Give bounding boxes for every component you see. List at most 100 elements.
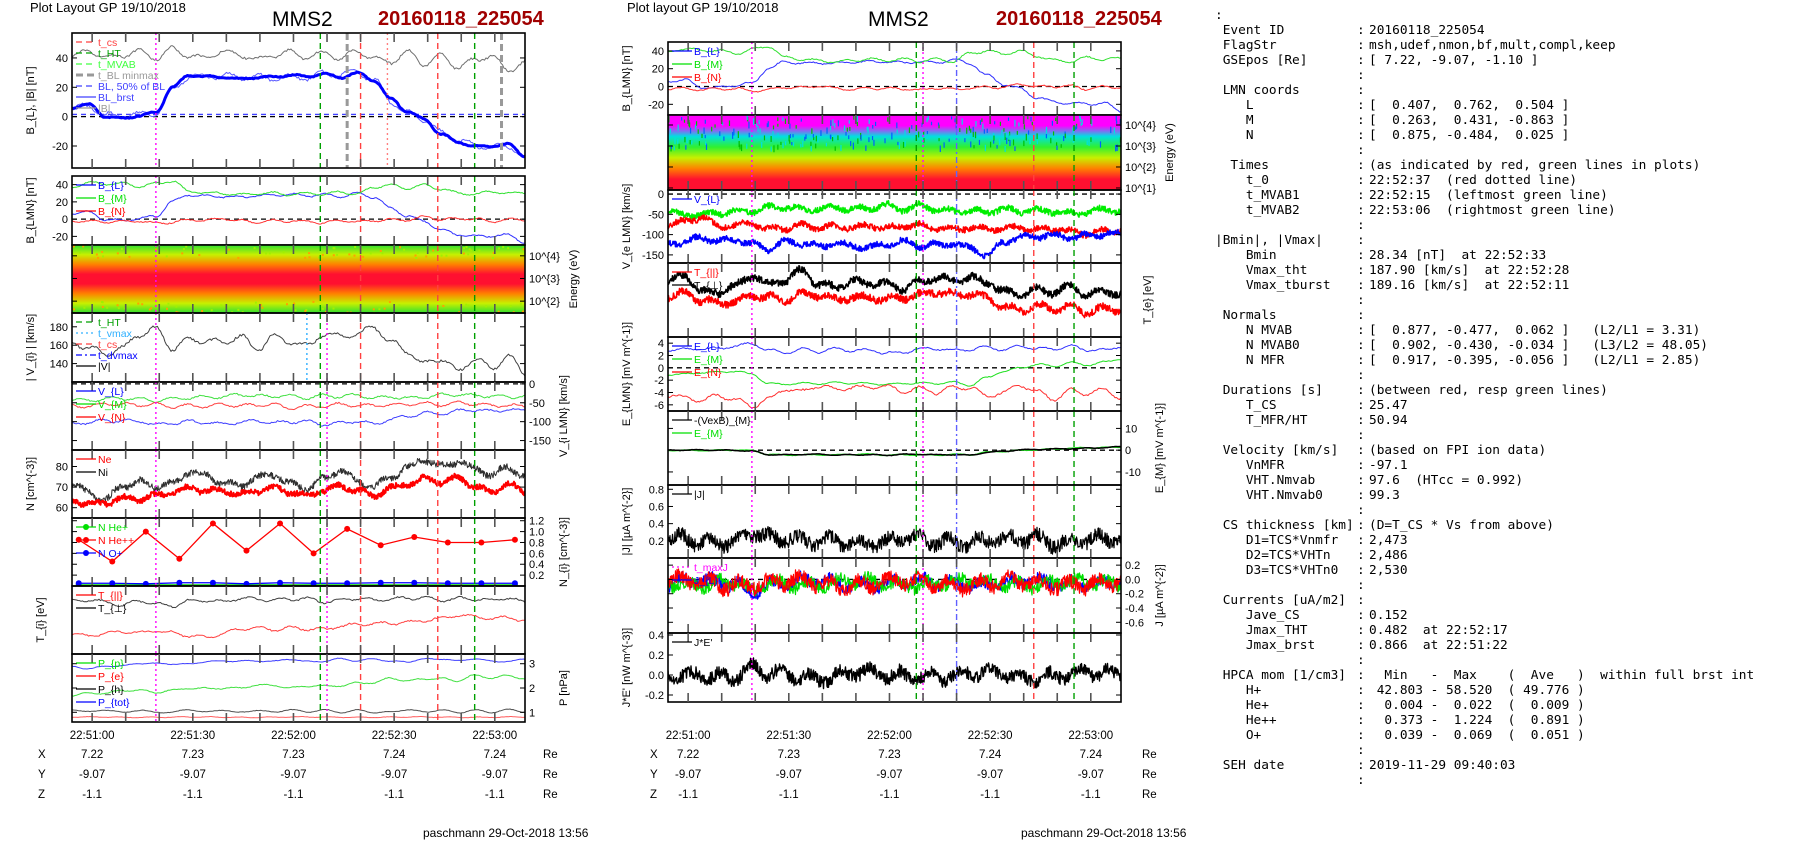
spectrogram-speckle bbox=[1081, 119, 1083, 125]
spectrogram-speckle bbox=[721, 122, 724, 126]
summary-label: O+ bbox=[1215, 728, 1262, 743]
summary-separator: : bbox=[1357, 293, 1365, 308]
summary-label: t_0 bbox=[1215, 173, 1269, 188]
summary-value: 0.039 - 0.069 ( 0.051 ) bbox=[1369, 728, 1585, 743]
series--(VexB)_M bbox=[668, 445, 1121, 457]
spectrogram-speckle bbox=[810, 141, 812, 147]
spectrogram-speckle bbox=[1036, 133, 1038, 139]
y-axis-label: V_{i LMN} [km/s] bbox=[558, 375, 570, 457]
spectrogram-speckle bbox=[921, 122, 923, 127]
summary-label: T_CS bbox=[1215, 398, 1277, 413]
spectrogram-speckle bbox=[975, 121, 977, 127]
summary-separator: : bbox=[1357, 623, 1365, 638]
legend-label: T_{⊥} bbox=[98, 603, 127, 615]
spectrogram-speckle bbox=[1064, 133, 1066, 139]
spectrogram-speckle bbox=[738, 141, 740, 148]
spectrogram-speckle bbox=[465, 303, 468, 306]
spectrogram-speckle bbox=[954, 118, 956, 123]
legend-entry: B_{N} bbox=[76, 206, 126, 218]
spectrogram-speckle bbox=[829, 125, 832, 131]
spectrogram-speckle bbox=[966, 127, 968, 134]
x-tick-label: 22:51:30 bbox=[766, 730, 811, 742]
y-tick-label: -2 bbox=[654, 375, 664, 387]
spectrogram-speckle bbox=[748, 121, 750, 129]
summary-separator: : bbox=[1357, 743, 1365, 758]
spectrogram-speckle bbox=[829, 134, 832, 139]
y-tick-label: 0.4 bbox=[529, 559, 544, 571]
y-tick-label: 40 bbox=[56, 180, 68, 192]
left-plot-header: Plot Layout GP 19/10/2018 bbox=[30, 0, 186, 15]
summary-separator: : bbox=[1357, 533, 1365, 548]
y-axis-label: T_{e} [eV] bbox=[1142, 276, 1154, 325]
summary-separator: : bbox=[1357, 413, 1365, 428]
spectrogram-speckle bbox=[462, 252, 465, 255]
y-tick-label: -20 bbox=[52, 141, 68, 153]
spectrogram-speckle bbox=[378, 308, 381, 311]
position-value: 7.24 bbox=[484, 749, 507, 761]
summary-separator: : bbox=[1357, 728, 1365, 743]
panel-frame bbox=[71, 517, 526, 587]
spectrogram-speckle bbox=[677, 138, 679, 144]
spectrogram-speckle bbox=[522, 248, 525, 251]
spectrogram-speckle bbox=[748, 132, 750, 138]
spectrogram-speckle bbox=[1115, 115, 1117, 121]
legend-label: t_maxJ bbox=[694, 562, 728, 574]
y-tick-label: 10^{2} bbox=[1125, 162, 1156, 174]
spectrogram-speckle bbox=[719, 131, 721, 137]
spectrogram-speckle bbox=[415, 256, 418, 259]
spectrogram-speckle bbox=[268, 252, 271, 255]
summary-separator: : bbox=[1357, 188, 1365, 203]
spectrogram-speckle bbox=[805, 134, 807, 139]
spectrogram-speckle bbox=[150, 307, 153, 310]
legend-label: N He++ bbox=[98, 535, 134, 547]
spectrogram-speckle bbox=[872, 124, 874, 129]
spectrogram-speckle bbox=[353, 254, 356, 257]
series-V_N bbox=[72, 400, 525, 411]
spectrogram-speckle bbox=[701, 133, 703, 139]
spectrogram-speckle bbox=[848, 120, 850, 124]
spectrogram-speckle bbox=[773, 145, 775, 153]
spectrogram-speckle bbox=[697, 129, 699, 134]
y-tick-label: 0.2 bbox=[1125, 560, 1140, 572]
data-point bbox=[444, 580, 451, 586]
summary-separator: : bbox=[1357, 548, 1365, 563]
spectrogram-speckle bbox=[1005, 132, 1007, 138]
summary-label: Vmax_tht bbox=[1215, 263, 1308, 278]
spectrogram-speckle bbox=[694, 124, 697, 130]
spectrogram-speckle bbox=[884, 138, 886, 144]
spectrogram-speckle bbox=[83, 306, 86, 309]
panel-frame bbox=[71, 585, 526, 655]
y-tick-label: 20 bbox=[56, 82, 68, 94]
legend-label: B_{L} bbox=[694, 46, 720, 58]
spectrogram-speckle bbox=[834, 123, 836, 128]
spectrogram-speckle bbox=[898, 142, 900, 150]
summary-value: 2019-11-29 09:40:03 bbox=[1369, 758, 1516, 773]
spectrogram-speckle bbox=[116, 252, 119, 255]
position-value: -9.07 bbox=[876, 769, 902, 781]
summary-label: D3=TCS*VHTn0 bbox=[1215, 563, 1339, 578]
y-tick-label: -50 bbox=[648, 209, 664, 221]
legend-swatch-dot bbox=[83, 550, 89, 556]
y-tick-label: 0.2 bbox=[649, 536, 664, 548]
position-value: 7.23 bbox=[878, 749, 900, 761]
spectrogram-speckle bbox=[416, 251, 419, 254]
panel-pressure: 1 2 3 P [nPa] P_{p}P_{e}P_{h}P_{tot} bbox=[71, 653, 570, 723]
summary-separator: : bbox=[1357, 68, 1365, 83]
summary-label: Vmax_tburst bbox=[1215, 278, 1331, 293]
spectrogram-speckle bbox=[904, 130, 906, 137]
legend-label: B_{N} bbox=[694, 72, 722, 84]
panel-elec-spec: 10^{1} 10^{2} 10^{3} 10^{4} Energy (eV) bbox=[667, 114, 1176, 195]
summary-value: (between red, resp green lines) bbox=[1369, 383, 1608, 398]
panel-frame bbox=[667, 41, 1122, 116]
spectrogram-speckle bbox=[1110, 126, 1112, 134]
spectrogram-speckle bbox=[923, 137, 925, 143]
spectrogram-speckle bbox=[853, 115, 855, 120]
spectrogram-speckle bbox=[478, 249, 481, 252]
spectrogram-speckle bbox=[784, 118, 787, 124]
y-tick-label: 40 bbox=[56, 53, 68, 65]
spectrogram-speckle bbox=[669, 128, 671, 134]
y-axis-label: P [nPa] bbox=[558, 670, 570, 706]
spectrogram-speckle bbox=[810, 145, 812, 152]
summary-separator: : bbox=[1357, 98, 1365, 113]
spectrogram-speckle bbox=[312, 300, 315, 303]
